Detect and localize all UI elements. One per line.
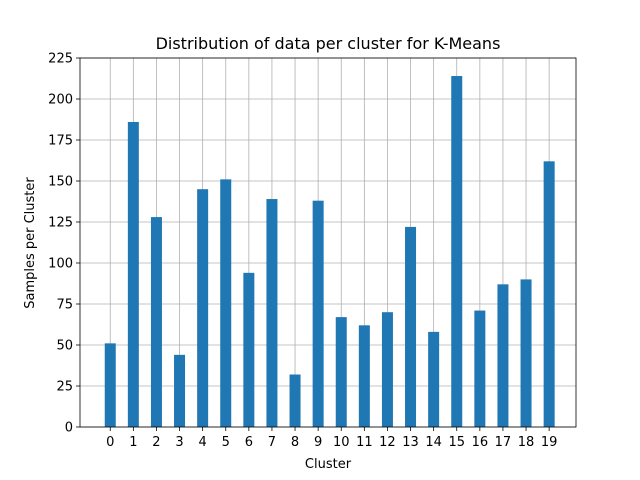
axes (79, 57, 577, 428)
plot-frame (79, 57, 577, 428)
x-tick-label: 6 (245, 435, 253, 450)
bar-cluster-4 (197, 189, 209, 427)
x-tick-label: 7 (268, 435, 276, 450)
y-ticks: 0 25 50 75 100 125 150 175 200 225 (48, 52, 80, 436)
x-tick-label: 9 (314, 435, 322, 450)
y-tick-label: 225 (48, 52, 73, 67)
x-tick-label: 18 (518, 435, 535, 450)
x-tick-label: 13 (402, 435, 419, 450)
x-tick-label: 4 (199, 435, 207, 450)
x-tick-label: 15 (448, 435, 465, 450)
bar-cluster-6 (243, 272, 255, 427)
x-tick-label: 16 (472, 435, 489, 450)
x-axis-label: Cluster (305, 457, 352, 472)
x-tick-label: 12 (379, 435, 396, 450)
bar-cluster-12 (381, 312, 393, 427)
bar-cluster-17 (497, 284, 509, 427)
y-tick-label: 25 (56, 380, 73, 395)
x-tick-label: 3 (175, 435, 183, 450)
x-tick-label: 17 (495, 435, 512, 450)
x-tick-label: 2 (152, 435, 160, 450)
chart-title: Distribution of data per cluster for K-M… (156, 34, 501, 53)
bar-cluster-11 (358, 325, 370, 427)
y-tick-label: 75 (56, 298, 73, 313)
x-tick-label: 19 (541, 435, 558, 450)
bars (104, 76, 555, 428)
bar-cluster-1 (127, 121, 139, 428)
y-tick-label: 100 (48, 257, 73, 272)
y-tick-label: 200 (48, 93, 73, 108)
bar-cluster-15 (451, 76, 463, 427)
bar-cluster-2 (150, 217, 162, 427)
y-tick-label: 50 (56, 339, 73, 354)
bar-cluster-7 (266, 199, 278, 427)
bar-cluster-9 (312, 200, 324, 427)
bar-cluster-18 (520, 279, 532, 427)
x-tick-label: 14 (425, 435, 442, 450)
y-tick-label: 125 (48, 216, 73, 231)
bar-cluster-5 (220, 179, 232, 427)
x-tick-label: 5 (222, 435, 230, 450)
x-ticks: 0 1 2 3 4 5 6 7 8 9 10 11 12 13 14 15 16 17 18 19 (106, 427, 557, 450)
x-tick-label: 10 (333, 435, 350, 450)
bar-cluster-13 (405, 226, 417, 427)
bar-cluster-3 (174, 354, 186, 427)
x-tick-label: 8 (291, 435, 299, 450)
bar-cluster-10 (335, 317, 347, 427)
bar-cluster-16 (474, 310, 486, 427)
x-tick-label: 11 (356, 435, 373, 450)
bar-cluster-14 (428, 331, 440, 427)
bar-cluster-0 (104, 343, 116, 427)
y-tick-label: 150 (48, 175, 73, 190)
y-tick-label: 0 (65, 421, 73, 436)
bar-cluster-19 (543, 161, 555, 427)
y-axis-label: Samples per Cluster (23, 177, 38, 309)
y-tick-label: 175 (48, 134, 73, 149)
bar-cluster-8 (289, 374, 301, 427)
x-tick-label: 1 (129, 435, 137, 450)
x-tick-label: 0 (106, 435, 114, 450)
